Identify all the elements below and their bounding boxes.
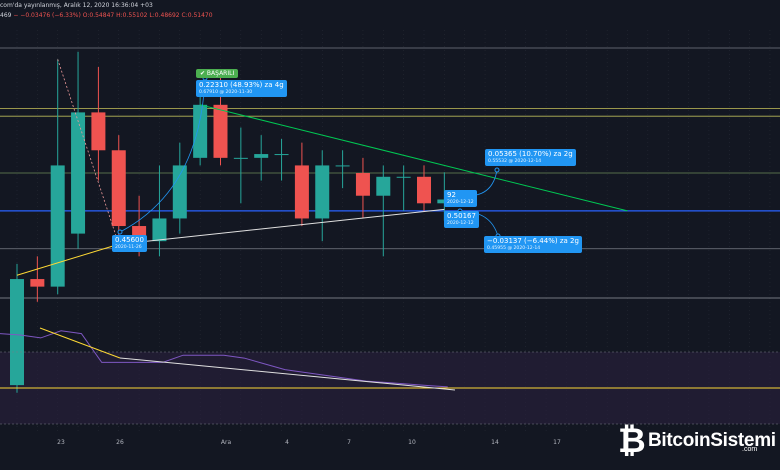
brand-domain: .com	[742, 446, 758, 453]
low-annotation: 0.45600 2020-11-26	[112, 235, 147, 252]
right-down-sub: 0.45955 @ 2020-12-14	[487, 246, 541, 251]
x-tick-label: 26	[116, 439, 124, 446]
rsi-trend-yellow	[39, 327, 121, 359]
x-tick-label: 23	[57, 439, 65, 446]
rsi-trend-white	[119, 357, 456, 391]
candle-body	[417, 176, 431, 204]
candle-body	[294, 165, 309, 219]
gain-annotation: 0.22310 (48.93%) za 4g 0.67910 @ 2020-11…	[196, 80, 287, 97]
chart-header: com'da yayınlanmış, Aralık 12, 2020 16:3…	[0, 0, 780, 30]
candle-body	[10, 279, 24, 386]
candle-body	[30, 279, 45, 287]
candle-body	[376, 176, 391, 196]
x-tick-label: 10	[408, 439, 416, 446]
trendline-white	[118, 208, 445, 245]
candle-body	[71, 112, 86, 234]
right-down-annotation: −0.03137 (−6.44%) za 2g 0.45955 @ 2020-1…	[484, 236, 582, 253]
right-up-annotation: 0.05365 (10.70%) za 2g 0.55532 @ 2020-12…	[485, 149, 576, 166]
right-up-main: 0.05365 (10.70%) za 2g	[488, 150, 573, 158]
trendline-yellow	[16, 243, 119, 276]
right-up-sub: 0.55532 @ 2020-12-14	[488, 159, 542, 164]
x-tick-label: 14	[491, 439, 499, 446]
mid-a-sub: 2020-12-12	[447, 200, 474, 205]
header-title: com'da yayınlanmış, Aralık 12, 2020 16:3…	[0, 2, 153, 9]
candle-body	[274, 154, 289, 156]
retrace-line	[57, 59, 120, 245]
mid-b-main: 0.50167	[447, 212, 476, 220]
x-tick-label: 7	[347, 439, 351, 446]
brand-word: BitcoinSistemi	[648, 430, 776, 451]
gain-curve	[119, 77, 206, 233]
rsi-line	[0, 330, 448, 388]
candle-body	[315, 165, 330, 219]
candle-body	[233, 157, 248, 159]
trendline-green	[200, 104, 628, 212]
candle-body	[193, 104, 208, 158]
gain-annotation-sub: 0.67910 @ 2020-11-30	[199, 90, 253, 95]
candle-body	[335, 165, 350, 167]
gain-annotation-main: 0.22310 (48.93%) za 4g	[199, 81, 284, 89]
candle-body	[91, 112, 106, 151]
low-annotation-sub: 2020-11-26	[115, 245, 142, 250]
anchor-point	[117, 229, 123, 235]
header-high: H:0.55102	[116, 12, 148, 19]
anchor-point	[494, 167, 500, 173]
low-annotation-main: 0.45600	[115, 236, 144, 244]
candle-body	[172, 165, 187, 219]
mid-b-sub: 2020-12-12	[447, 221, 474, 226]
mid-annotation-b: 0.50167 2020-12-12	[444, 211, 479, 228]
candle-body	[213, 104, 228, 158]
x-tick-label: 17	[553, 439, 561, 446]
mid-a-main: 92	[447, 191, 456, 199]
success-badge: ✔ BAŞARILI	[196, 69, 239, 78]
right-down-main: −0.03137 (−6.44%) za 2g	[487, 237, 579, 245]
bitcoin-icon: ₿	[618, 422, 646, 460]
brand-logo: ₿ BitcoinSistemi .com	[618, 422, 778, 462]
candle-body	[152, 218, 167, 242]
header-close: C:0.51470	[181, 12, 213, 19]
candle-body	[396, 176, 411, 178]
header-prefix: 469	[0, 12, 12, 19]
candle-body	[355, 173, 370, 196]
x-tick-label: Ara	[220, 439, 232, 446]
header-change: − −0.03476 (−6.33%)	[13, 12, 81, 19]
mid-annotation-a: 92 2020-12-12	[444, 190, 477, 207]
x-tick-label: 4	[285, 439, 289, 446]
candle-body	[254, 154, 269, 158]
candle-body	[111, 150, 126, 227]
header-ohlc: 469 − −0.03476 (−6.33%) O:0.54847 H:0.55…	[0, 11, 213, 21]
header-open: O:0.54847	[82, 12, 115, 19]
candle-body	[50, 165, 65, 287]
header-low: L:0.48692	[149, 12, 180, 19]
